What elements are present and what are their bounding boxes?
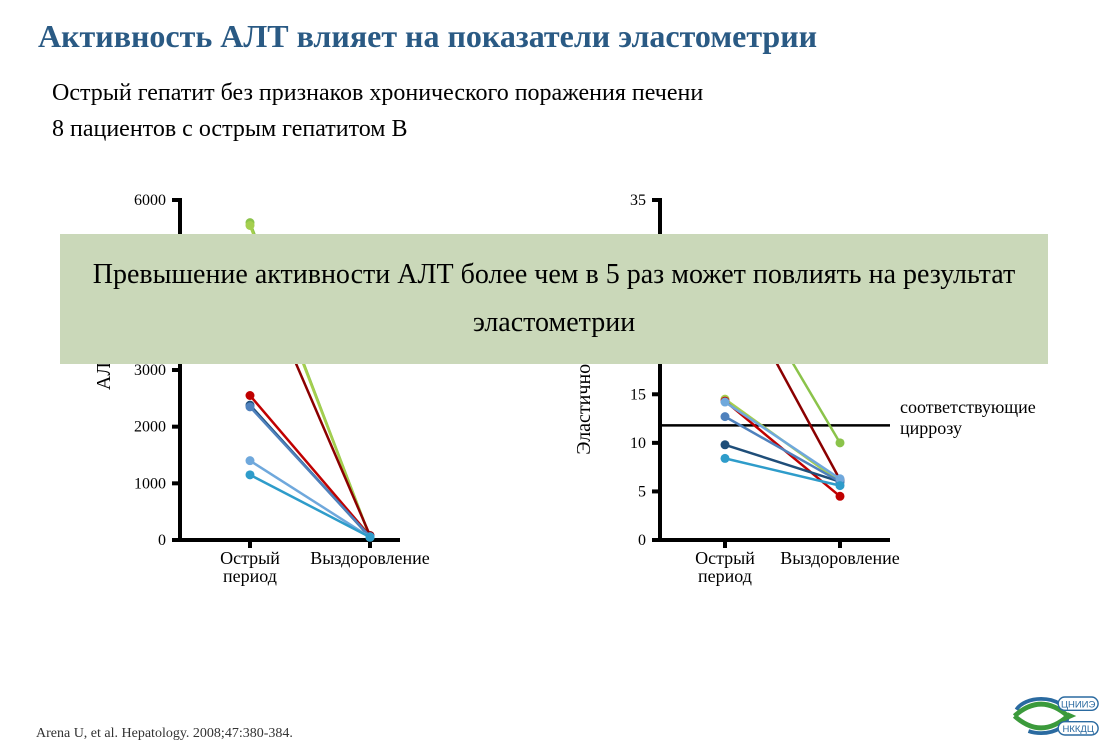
svg-text:0: 0 (638, 532, 646, 549)
svg-text:35: 35 (630, 192, 646, 209)
page-title: Активность АЛТ влияет на показатели элас… (38, 18, 817, 55)
svg-text:Выздоровление: Выздоровление (310, 548, 430, 568)
svg-text:3000: 3000 (134, 362, 166, 379)
cirr-label-line1: соответствующие (900, 397, 1036, 417)
svg-text:период: период (223, 566, 277, 586)
svg-text:5: 5 (638, 483, 646, 500)
svg-text:1000: 1000 (134, 475, 166, 492)
svg-text:Острый: Острый (695, 548, 755, 568)
citation: Arena U, et al. Hepatology. 2008;47:380-… (36, 726, 293, 742)
svg-text:2000: 2000 (134, 419, 166, 436)
svg-text:НККДЦ: НККДЦ (1062, 724, 1093, 735)
overlay-text: Превышение активности АЛТ более чем в 5 … (80, 251, 1028, 346)
svg-text:Острый: Острый (220, 548, 280, 568)
svg-text:0: 0 (158, 532, 166, 549)
svg-text:10: 10 (630, 435, 646, 452)
svg-text:Выздоровление: Выздоровление (780, 548, 900, 568)
cirr-label-line2: циррозу (900, 418, 962, 438)
logo-icon: ЦНИИЭ НККДЦ (1005, 686, 1100, 746)
svg-text:15: 15 (630, 386, 646, 403)
subtitle-2: 8 пациентов с острым гепатитом В (52, 116, 407, 143)
overlay-callout: Превышение активности АЛТ более чем в 5 … (60, 234, 1048, 364)
svg-text:период: период (698, 566, 752, 586)
svg-text:6000: 6000 (134, 192, 166, 209)
cirrhosis-threshold-label: соответствующие циррозу (900, 397, 1036, 438)
svg-text:ЦНИИЭ: ЦНИИЭ (1061, 699, 1096, 710)
subtitle-1: Острый гепатит без признаков хроническог… (52, 80, 703, 107)
